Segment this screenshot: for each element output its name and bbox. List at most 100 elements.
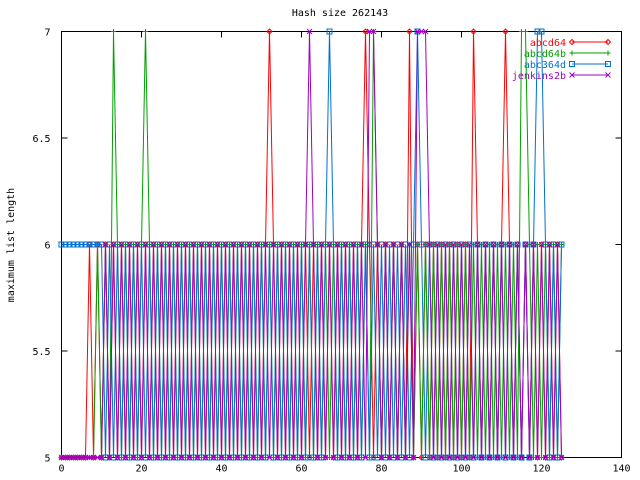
data-point bbox=[326, 28, 333, 35]
data-point bbox=[534, 454, 541, 461]
data-point bbox=[354, 454, 361, 461]
data-point bbox=[538, 241, 545, 248]
data-point bbox=[286, 454, 293, 461]
data-point bbox=[78, 241, 85, 248]
legend-entry: abcd64 bbox=[530, 38, 612, 49]
data-point bbox=[230, 241, 237, 248]
data-point bbox=[546, 454, 553, 461]
chart-title: Hash size 262143 bbox=[292, 8, 388, 19]
data-point bbox=[146, 241, 153, 248]
data-point bbox=[162, 454, 169, 461]
data-point bbox=[546, 241, 553, 248]
data-point bbox=[110, 241, 117, 248]
data-point bbox=[274, 241, 281, 248]
data-point bbox=[374, 454, 381, 461]
y-tick-label: 6.5 bbox=[32, 134, 50, 145]
data-point bbox=[382, 454, 389, 461]
data-point bbox=[362, 28, 369, 35]
data-point bbox=[554, 241, 561, 248]
data-point bbox=[118, 454, 125, 461]
data-point bbox=[210, 241, 217, 248]
data-point bbox=[122, 454, 129, 461]
data-point bbox=[186, 241, 193, 248]
data-point bbox=[122, 241, 129, 248]
data-point bbox=[370, 28, 377, 35]
data-point bbox=[246, 454, 253, 461]
data-point bbox=[150, 241, 157, 248]
data-point bbox=[482, 241, 489, 248]
data-point bbox=[62, 241, 69, 248]
data-point bbox=[538, 28, 545, 35]
data-point bbox=[386, 454, 393, 461]
data-point bbox=[322, 241, 329, 248]
data-point bbox=[106, 241, 113, 248]
data-point bbox=[254, 241, 261, 248]
legend-marker bbox=[569, 61, 575, 67]
data-point bbox=[138, 454, 145, 461]
data-point bbox=[314, 454, 321, 461]
data-point bbox=[194, 241, 201, 248]
data-point bbox=[70, 241, 77, 248]
data-point bbox=[398, 454, 405, 461]
legend-label: abc364d bbox=[524, 60, 566, 71]
data-point bbox=[466, 241, 473, 248]
data-point bbox=[394, 241, 401, 248]
data-point bbox=[506, 241, 513, 248]
data-point bbox=[490, 241, 497, 248]
data-point bbox=[143, 29, 148, 34]
data-point bbox=[402, 241, 409, 248]
data-point bbox=[102, 454, 109, 461]
legend-marker bbox=[569, 72, 575, 78]
data-point bbox=[450, 241, 457, 248]
data-point bbox=[214, 241, 221, 248]
data-point bbox=[206, 454, 213, 461]
data-point bbox=[558, 454, 565, 461]
x-tick-label: 20 bbox=[135, 464, 147, 475]
data-point bbox=[358, 241, 365, 248]
data-point bbox=[90, 241, 97, 248]
data-point bbox=[486, 454, 493, 461]
x-tick-label: 120 bbox=[532, 464, 550, 475]
data-point bbox=[402, 454, 409, 461]
data-point bbox=[194, 454, 201, 461]
series-line bbox=[61, 31, 562, 458]
data-point bbox=[230, 454, 237, 461]
data-point bbox=[246, 241, 253, 248]
data-point bbox=[142, 454, 149, 461]
data-point bbox=[470, 454, 477, 461]
data-point bbox=[390, 454, 397, 461]
data-point bbox=[374, 241, 381, 248]
x-tick-label: 100 bbox=[452, 464, 470, 475]
data-point bbox=[190, 454, 197, 461]
data-point bbox=[410, 454, 417, 461]
y-axis-label: maximum list length bbox=[6, 188, 17, 302]
legend-label: jenkins2b bbox=[512, 71, 566, 82]
data-point bbox=[314, 241, 321, 248]
x-tick-label: 40 bbox=[215, 464, 227, 475]
data-point bbox=[310, 454, 317, 461]
data-point bbox=[186, 454, 193, 461]
data-point bbox=[258, 454, 265, 461]
data-point bbox=[554, 454, 561, 461]
data-point bbox=[282, 454, 289, 461]
data-point bbox=[238, 241, 245, 248]
data-point bbox=[523, 29, 528, 34]
data-point bbox=[418, 241, 425, 248]
data-point bbox=[138, 241, 145, 248]
data-point bbox=[346, 241, 353, 248]
data-point bbox=[250, 454, 257, 461]
series-abc364d bbox=[58, 28, 565, 461]
data-point bbox=[174, 454, 181, 461]
data-point bbox=[218, 454, 225, 461]
data-point bbox=[98, 454, 105, 461]
data-point bbox=[198, 241, 205, 248]
data-point bbox=[474, 241, 481, 248]
data-point bbox=[318, 241, 325, 248]
data-point bbox=[174, 241, 181, 248]
data-point bbox=[238, 454, 245, 461]
data-point bbox=[254, 454, 261, 461]
data-point bbox=[539, 455, 544, 460]
data-point bbox=[242, 454, 249, 461]
data-point bbox=[266, 454, 273, 461]
